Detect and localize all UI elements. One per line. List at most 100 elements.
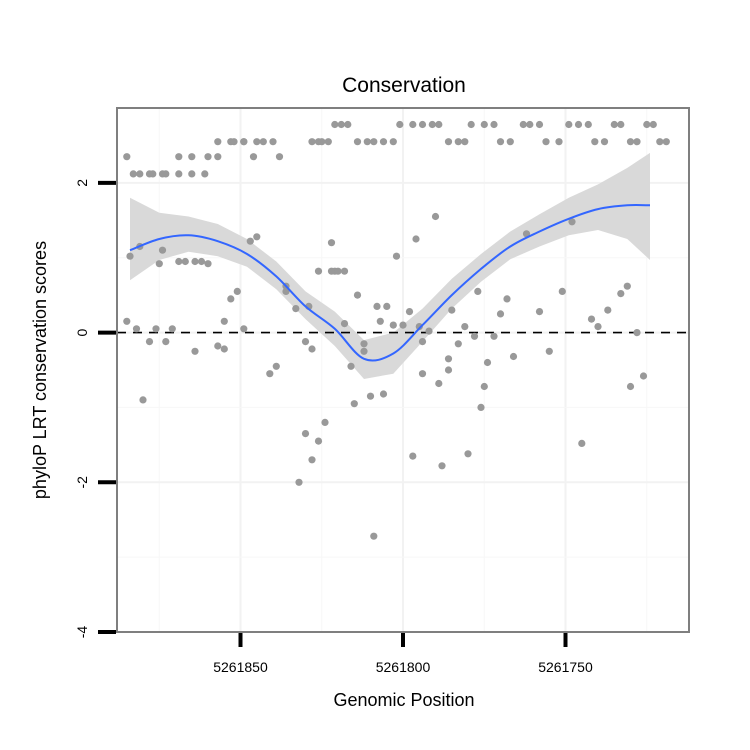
data-point <box>626 382 635 391</box>
data-point <box>214 153 222 161</box>
data-point <box>574 120 583 129</box>
data-point <box>269 138 277 146</box>
data-point <box>259 138 267 146</box>
data-point <box>191 257 199 266</box>
data-point <box>578 439 586 447</box>
data-point <box>145 338 154 346</box>
data-point <box>240 138 248 146</box>
data-point <box>545 347 553 355</box>
data-point <box>415 323 423 331</box>
data-point <box>662 138 670 146</box>
data-point <box>321 418 329 426</box>
data-point <box>295 478 303 486</box>
x-axis: 5261850 5261800 5261750 <box>213 633 593 675</box>
data-point <box>448 306 456 314</box>
data-point <box>201 170 209 178</box>
confidence-band <box>130 152 650 379</box>
data-point <box>490 120 498 129</box>
data-point <box>282 287 290 295</box>
data-point <box>155 260 163 268</box>
data-point <box>246 237 254 245</box>
data-point <box>461 323 469 331</box>
data-point <box>503 295 511 303</box>
data-point <box>360 340 368 348</box>
data-point <box>373 302 381 310</box>
data-point <box>396 120 404 129</box>
data-point <box>292 305 300 313</box>
data-point <box>379 390 388 398</box>
y-tick-label: -4 <box>74 626 90 639</box>
y-tick-label: -2 <box>74 476 90 489</box>
data-point <box>428 120 436 129</box>
data-point <box>344 120 352 129</box>
data-point <box>123 153 131 161</box>
data-point <box>158 246 167 254</box>
data-point <box>181 257 189 266</box>
data-point <box>370 138 378 146</box>
data-point <box>230 138 238 146</box>
data-point <box>227 295 235 303</box>
x-tick-label: 5261750 <box>538 659 593 675</box>
data-point <box>272 362 280 370</box>
data-point <box>496 310 505 318</box>
data-point <box>188 153 196 161</box>
x-axis-title: Genomic Position <box>333 690 474 710</box>
data-point <box>389 321 397 329</box>
data-point <box>639 372 648 380</box>
data-point <box>509 352 518 361</box>
data-point <box>506 138 514 146</box>
data-point <box>405 308 414 316</box>
data-point <box>331 120 339 129</box>
data-point <box>152 325 160 333</box>
data-point <box>526 120 534 129</box>
data-point <box>353 138 362 146</box>
data-point <box>129 170 137 178</box>
data-point <box>418 120 427 129</box>
data-point <box>480 382 488 391</box>
data-point <box>220 317 228 325</box>
data-point <box>438 462 446 470</box>
data-point <box>197 257 206 266</box>
data-point <box>314 437 323 445</box>
data-point <box>483 358 492 367</box>
data-point <box>233 287 241 295</box>
data-point <box>535 120 544 129</box>
x-tick-label: 5261800 <box>376 659 431 675</box>
data-point <box>435 120 443 129</box>
data-point <box>594 323 602 331</box>
data-point <box>347 362 355 370</box>
data-point <box>617 290 625 298</box>
data-point <box>204 153 212 161</box>
data-point <box>253 138 261 146</box>
data-point <box>379 138 388 146</box>
data-point <box>470 332 479 340</box>
data-point <box>565 120 573 129</box>
x-tick-label: 5261850 <box>213 659 268 675</box>
data-point <box>535 308 544 316</box>
data-point <box>301 430 310 438</box>
data-point <box>132 325 141 333</box>
data-point <box>327 239 336 247</box>
data-point <box>461 138 469 146</box>
y-axis-title: phyloP LRT conservation scores <box>30 241 50 499</box>
y-axis: -4 -2 0 2 <box>74 179 116 638</box>
data-point <box>610 120 618 129</box>
data-point <box>266 370 274 378</box>
data-point <box>568 218 576 226</box>
data-point <box>591 138 599 146</box>
data-point <box>454 138 462 146</box>
data-point <box>334 267 342 275</box>
data-point <box>409 452 417 460</box>
data-point <box>490 332 498 340</box>
data-point <box>584 120 592 129</box>
data-point <box>480 120 488 129</box>
y-tick-label: 2 <box>74 179 90 187</box>
data-point <box>191 347 199 355</box>
chart-title: Conservation <box>342 74 466 97</box>
data-point <box>444 366 453 374</box>
data-point <box>649 120 657 129</box>
data-point <box>542 138 550 146</box>
data-point <box>175 257 183 266</box>
data-point <box>431 212 440 221</box>
